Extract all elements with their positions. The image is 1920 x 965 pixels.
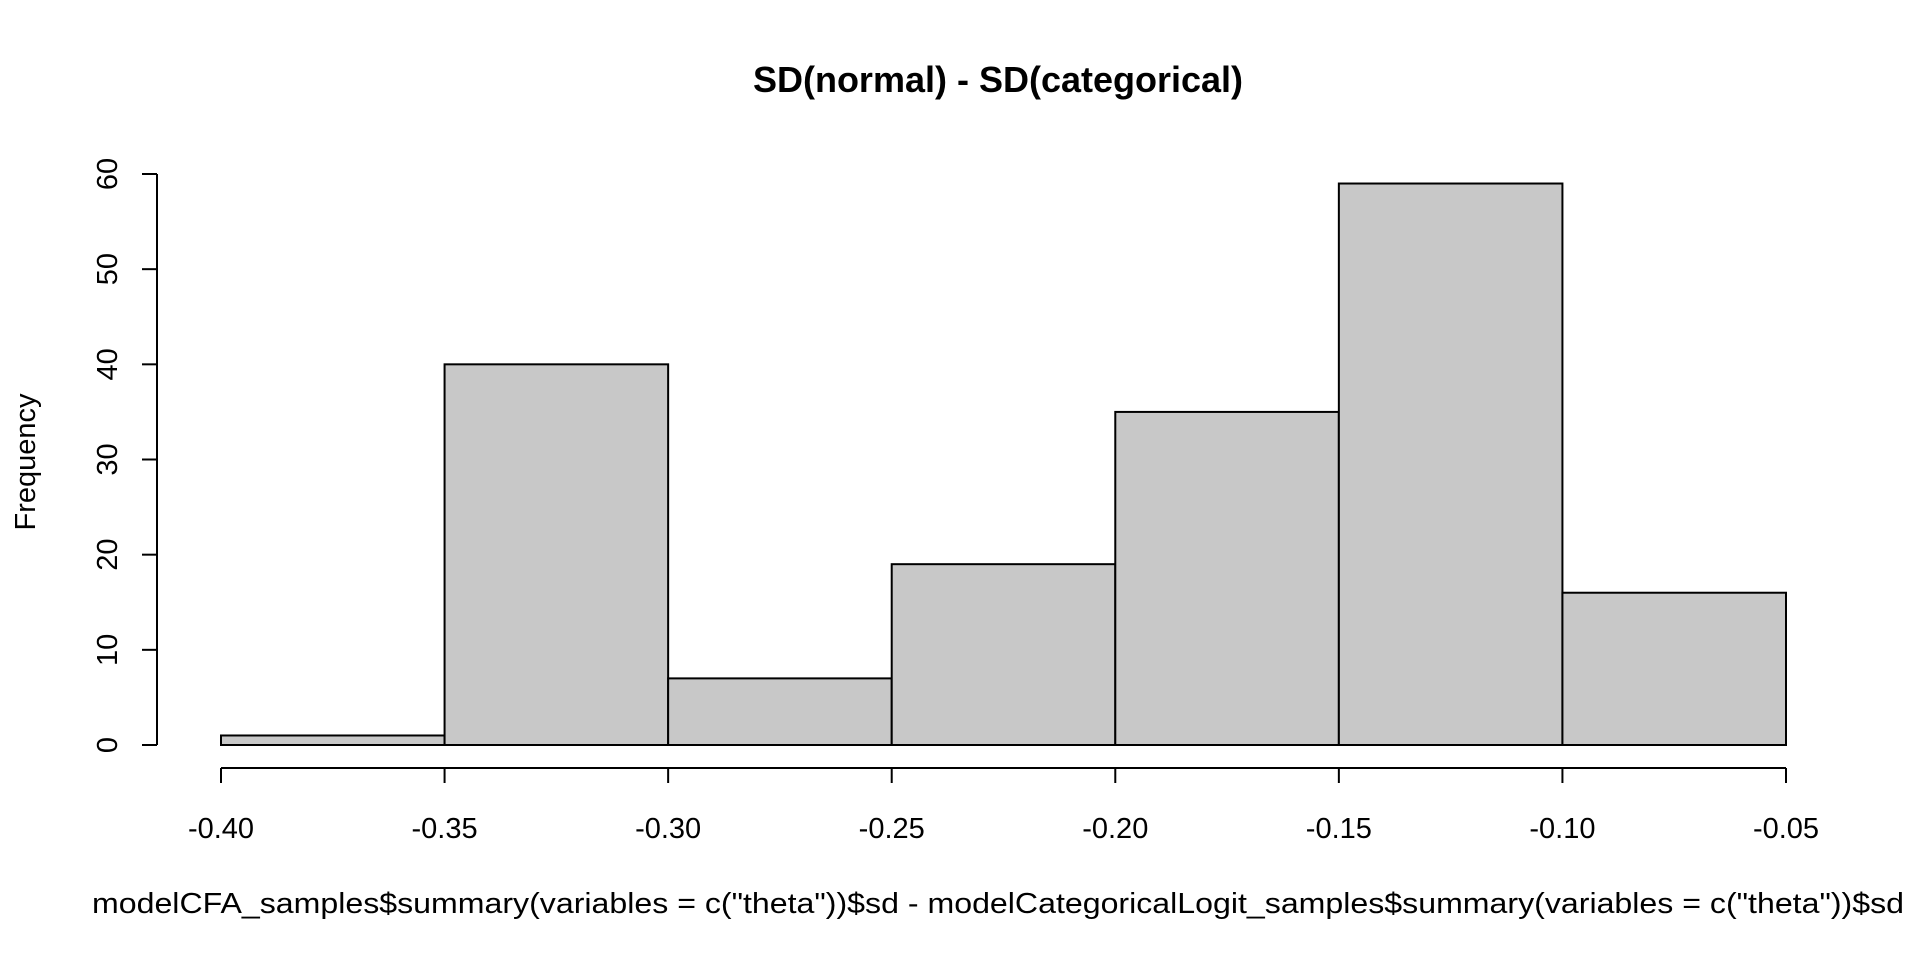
x-axis: -0.40 -0.35 -0.30 -0.25 -0.20 -0.15 -0.10 -0.05	[188, 767, 1819, 845]
y-axis: 0 10 20 30 40 50 60	[92, 158, 158, 753]
y-axis-label: Frequency	[10, 393, 42, 531]
x-tick-label: -0.25	[859, 813, 925, 845]
histogram-bar	[443, 363, 670, 746]
bars-group	[220, 182, 1788, 747]
histogram-bar	[220, 734, 446, 747]
y-tick-label: 60	[92, 158, 124, 190]
y-tick-label: 20	[92, 539, 124, 571]
chart-title: SD(normal) - SD(categorical)	[753, 59, 1243, 100]
x-tick-label: -0.30	[635, 813, 701, 845]
y-tick-label: 0	[92, 737, 124, 753]
y-tick-label: 30	[92, 443, 124, 475]
x-tick-label: -0.20	[1082, 813, 1148, 845]
y-tick-label: 40	[92, 348, 124, 380]
x-tick-label: -0.15	[1306, 813, 1372, 845]
histogram-bar	[1114, 410, 1340, 746]
x-tick-label: -0.05	[1753, 813, 1819, 845]
x-axis-label: modelCFA_samples$summary(variables = c("…	[92, 888, 1904, 920]
x-tick-label: -0.40	[188, 813, 254, 845]
histogram-bar	[1561, 591, 1788, 746]
histogram-bar	[1337, 182, 1564, 746]
x-tick-label: -0.35	[412, 813, 478, 845]
y-tick-label: 50	[92, 253, 124, 285]
y-tick-label: 10	[92, 634, 124, 666]
histogram-bar	[890, 563, 1117, 747]
x-tick-label: -0.10	[1529, 813, 1595, 845]
histogram-bar	[667, 677, 893, 747]
